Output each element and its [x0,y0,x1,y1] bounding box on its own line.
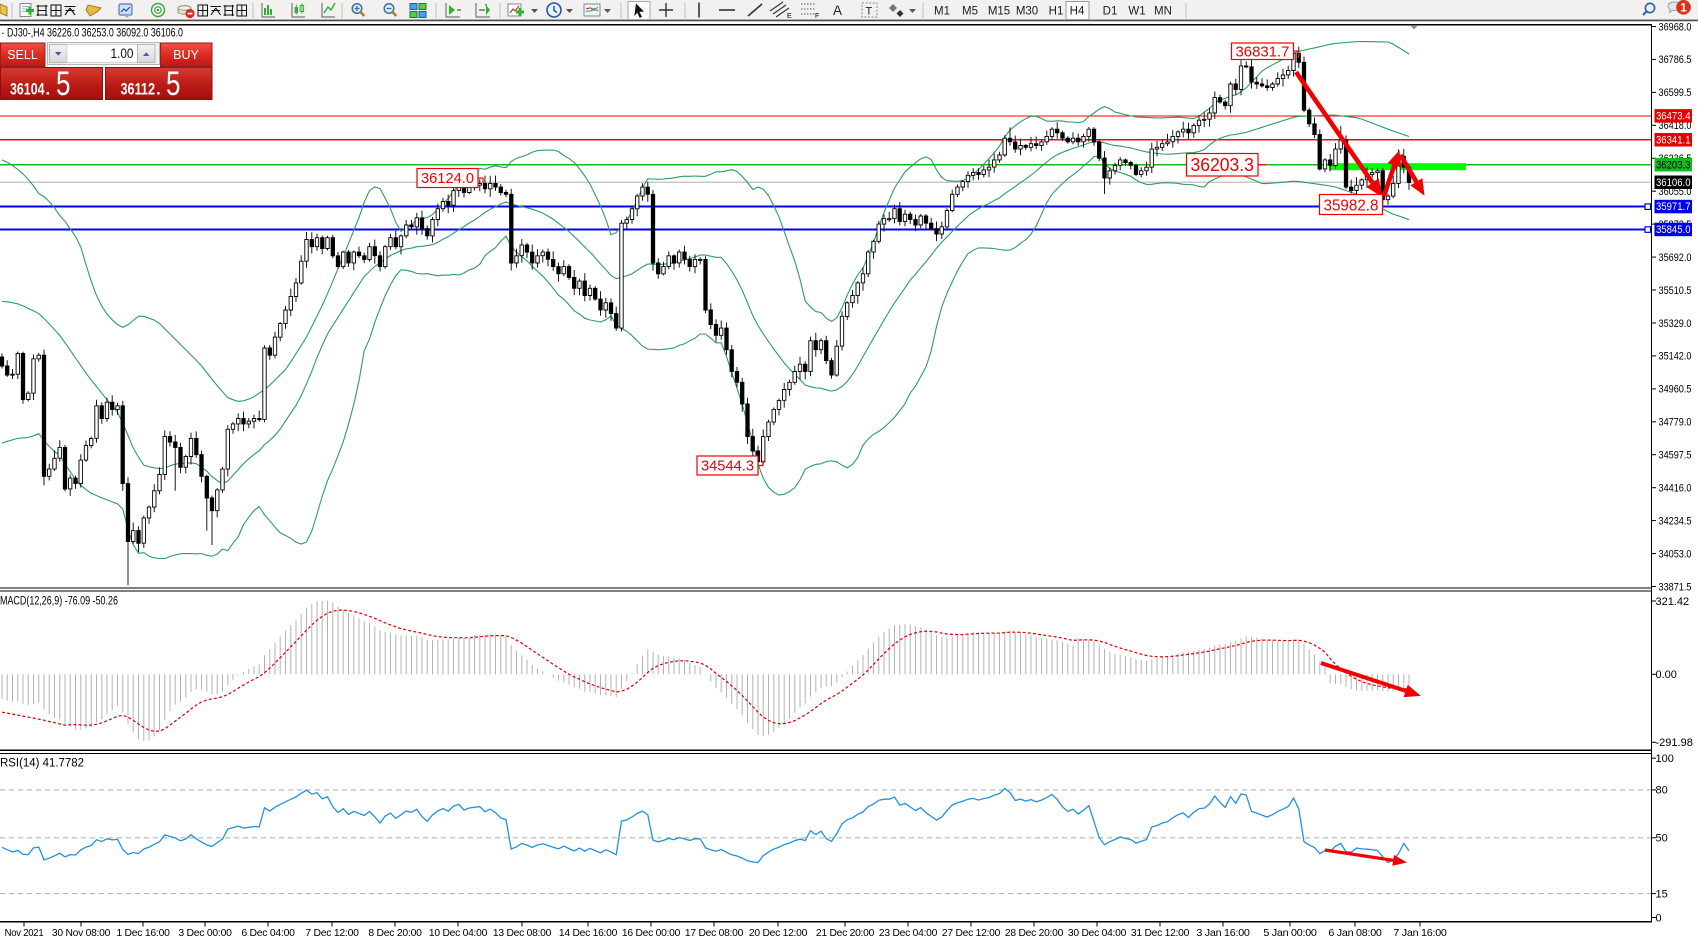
svg-text:321.42: 321.42 [1656,596,1690,608]
svg-text:36203.3: 36203.3 [1190,155,1254,175]
svg-text:28 Dec 20:00: 28 Dec 20:00 [1005,928,1064,939]
svg-text:M15: M15 [988,6,1010,18]
svg-text:16 Dec 00:00: 16 Dec 00:00 [622,928,681,939]
svg-text:35510.5: 35510.5 [1659,285,1692,297]
svg-text:M5: M5 [962,6,978,18]
svg-text:23 Dec 04:00: 23 Dec 04:00 [879,928,938,939]
svg-text:35692.0: 35692.0 [1659,252,1692,264]
svg-text:34053.0: 34053.0 [1659,548,1692,560]
svg-text:36599.5: 36599.5 [1659,87,1692,99]
svg-text:5: 5 [166,65,181,103]
svg-text:D1: D1 [1103,6,1118,18]
svg-text:31 Dec 12:00: 31 Dec 12:00 [1131,928,1190,939]
svg-text:.: . [46,80,51,99]
svg-text:34416.0: 34416.0 [1659,483,1692,495]
svg-text:21 Dec 20:00: 21 Dec 20:00 [816,928,875,939]
svg-text:W1: W1 [1128,6,1145,18]
svg-text:35971.7: 35971.7 [1656,201,1691,213]
svg-text:34779.0: 34779.0 [1659,417,1692,429]
svg-text:MN: MN [1154,6,1172,18]
svg-text:36473.4: 36473.4 [1656,111,1691,123]
svg-text:36341.1: 36341.1 [1656,134,1691,146]
svg-text:H1: H1 [1049,6,1064,18]
svg-text:36106.0: 36106.0 [1656,177,1691,189]
svg-text:34960.5: 34960.5 [1659,384,1692,396]
svg-text:36418.0: 36418.0 [1659,120,1692,132]
svg-text:20 Dec 12:00: 20 Dec 12:00 [749,928,808,939]
svg-text:34544.3: 34544.3 [701,459,754,475]
svg-text:A: A [833,3,842,18]
svg-text:80: 80 [1656,785,1668,797]
svg-text:36203.3: 36203.3 [1656,159,1691,171]
svg-text:10 Dec 04:00: 10 Dec 04:00 [429,928,488,939]
svg-text:MACD(12,26,9) -76.09 -50.26: MACD(12,26,9) -76.09 -50.26 [0,596,118,608]
svg-text:35142.0: 35142.0 [1659,351,1692,363]
svg-text:H4: H4 [1070,6,1085,18]
svg-text:30 Dec 04:00: 30 Dec 04:00 [1068,928,1127,939]
svg-text:36786.5: 36786.5 [1659,54,1692,66]
svg-text:T: T [866,6,873,18]
svg-text:SELL: SELL [7,48,38,62]
svg-text:F: F [815,13,819,20]
svg-text:Nov 2021: Nov 2021 [5,928,44,939]
svg-text:3 Dec 00:00: 3 Dec 00:00 [178,928,232,939]
svg-text:M30: M30 [1016,6,1038,18]
svg-text:·: · [1,28,5,40]
svg-text:50: 50 [1656,833,1668,845]
svg-text:6 Jan 08:00: 6 Jan 08:00 [1328,928,1382,939]
svg-text:1.00: 1.00 [111,46,134,61]
svg-text:36112: 36112 [121,80,156,99]
svg-text:6 Dec 04:00: 6 Dec 04:00 [241,928,295,939]
svg-text:M1: M1 [934,6,950,18]
svg-text:36124.0: 36124.0 [421,171,474,187]
svg-text:35329.0: 35329.0 [1659,318,1692,330]
svg-text:-291.98: -291.98 [1656,737,1693,749]
svg-text:3 Jan 16:00: 3 Jan 16:00 [1196,928,1250,939]
svg-text:5 Jan 00:00: 5 Jan 00:00 [1263,928,1317,939]
svg-text:5: 5 [56,65,71,103]
svg-text:7 Dec 12:00: 7 Dec 12:00 [305,928,359,939]
svg-text:0.00: 0.00 [1656,669,1677,681]
svg-text:.: . [156,80,161,99]
svg-text:1: 1 [1680,1,1687,15]
svg-text:35845.0: 35845.0 [1656,224,1691,236]
svg-text:100: 100 [1656,753,1674,765]
svg-text:RSI(14) 41.7782: RSI(14) 41.7782 [0,758,84,770]
svg-text:36831.7: 36831.7 [1236,44,1290,61]
svg-text:36968.0: 36968.0 [1659,21,1692,33]
svg-text:15: 15 [1656,888,1668,900]
svg-text:33871.5: 33871.5 [1659,581,1692,593]
svg-text:35982.8: 35982.8 [1324,197,1379,214]
svg-text:E: E [787,13,792,20]
svg-text:27 Dec 12:00: 27 Dec 12:00 [942,928,1001,939]
svg-text:30 Nov 08:00: 30 Nov 08:00 [52,928,111,939]
svg-text:1 Dec 16:00: 1 Dec 16:00 [116,928,170,939]
svg-text:BUY: BUY [173,48,199,62]
svg-text:36104: 36104 [10,80,45,99]
svg-text:34234.5: 34234.5 [1659,515,1692,527]
svg-text:7 Jan 16:00: 7 Jan 16:00 [1393,928,1447,939]
svg-text:17 Dec 08:00: 17 Dec 08:00 [685,928,744,939]
svg-text:0: 0 [1656,912,1662,924]
svg-text:14 Dec 16:00: 14 Dec 16:00 [559,928,618,939]
svg-text:34597.5: 34597.5 [1659,450,1692,462]
svg-text:8 Dec 20:00: 8 Dec 20:00 [368,928,422,939]
svg-text:13 Dec 08:00: 13 Dec 08:00 [493,928,552,939]
svg-text:DJ30-,H4 36226.0 36253.0 3609: DJ30-,H4 36226.0 36253.0 36092.0 36106.0 [7,28,183,40]
